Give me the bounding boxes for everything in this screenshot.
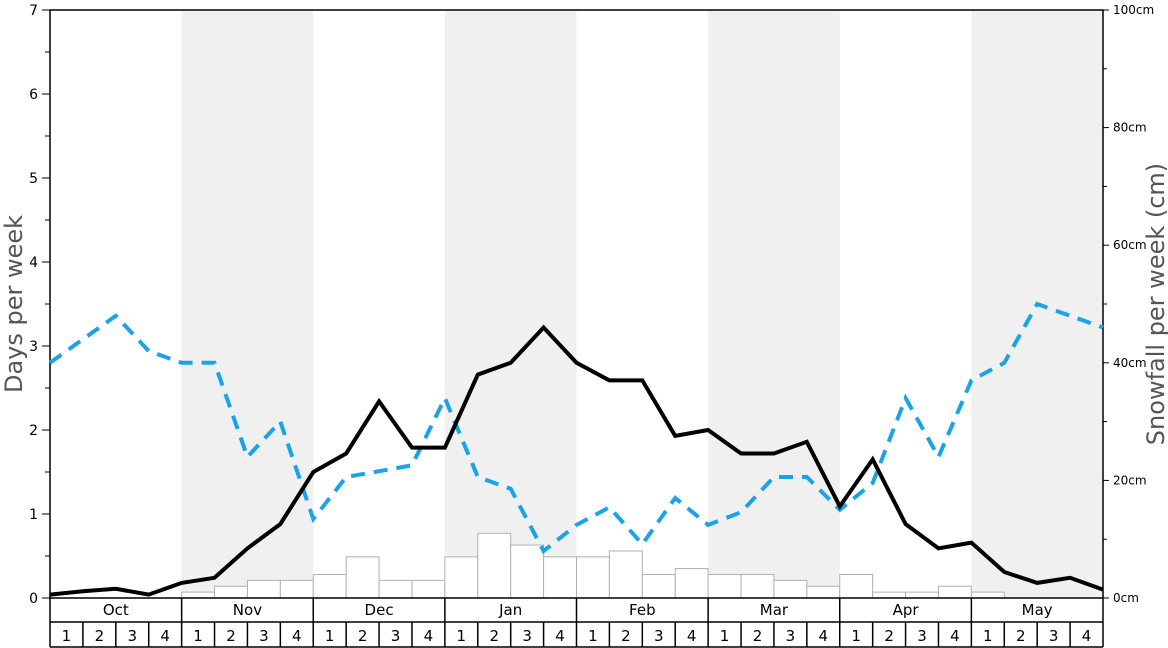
- week-label: 1: [457, 627, 467, 645]
- snowfall-bar: [773, 579, 808, 599]
- week-label: 4: [950, 627, 960, 645]
- week-label: 1: [588, 627, 598, 645]
- snowfall-bar: [411, 579, 446, 599]
- right-tick-label: 20cm: [1113, 473, 1147, 487]
- left-tick-label: 4: [29, 255, 38, 271]
- week-label: 3: [522, 627, 532, 645]
- week-label: 2: [226, 627, 236, 645]
- week-label: 4: [292, 627, 302, 645]
- month-band: [181, 10, 314, 598]
- snowfall-bars: [181, 532, 1005, 599]
- week-label: 1: [720, 627, 730, 645]
- month-label: Nov: [233, 601, 262, 619]
- snowfall-bar: [839, 573, 874, 599]
- snowfall-bar: [872, 591, 907, 599]
- month-bands: [181, 10, 1103, 598]
- week-label: 1: [193, 627, 203, 645]
- snowfall-bar: [905, 591, 939, 599]
- left-tick-label: 1: [29, 507, 38, 523]
- x-axis: Oct Nov Dec Jan Feb Mar Apr May 1 2 3 4 1 2 3 4 1 2 3 4 1 2 3 4…: [49, 598, 1104, 648]
- week-label: 4: [819, 627, 829, 645]
- snowfall-bar: [477, 532, 512, 599]
- month-band: [444, 10, 577, 598]
- snowfall-bar: [181, 591, 216, 599]
- week-label: 2: [489, 627, 499, 645]
- week-label: 3: [259, 627, 269, 645]
- snowfall-bar: [510, 544, 545, 599]
- snowfall-bar: [641, 573, 676, 599]
- right-tick-label: 100cm: [1113, 3, 1154, 17]
- left-tick-label: 3: [29, 339, 38, 355]
- month-label: Jan: [498, 601, 522, 619]
- snowfall-bar: [444, 556, 479, 599]
- left-tick-label: 6: [29, 87, 38, 103]
- snowfall-bar: [576, 556, 610, 599]
- snowfall-bar: [214, 585, 248, 599]
- week-label: 3: [917, 627, 927, 645]
- snowfall-bar: [246, 579, 281, 599]
- week-label: 2: [1016, 627, 1026, 645]
- right-tick-label: 0cm: [1113, 591, 1139, 605]
- week-label: 2: [358, 627, 368, 645]
- week-label: 1: [62, 627, 72, 645]
- right-tick-label: 80cm: [1113, 121, 1147, 135]
- week-label: 2: [884, 627, 894, 645]
- snowfall-bar: [937, 585, 972, 599]
- week-label: 1: [325, 627, 335, 645]
- month-label: May: [1022, 601, 1053, 619]
- solid-series-line: [49, 324, 1104, 597]
- week-label: 3: [786, 627, 796, 645]
- snowfall-bar: [674, 568, 709, 599]
- snowfall-bar: [279, 579, 314, 599]
- week-label: 2: [95, 627, 105, 645]
- month-label: Apr: [893, 601, 920, 619]
- week-label: 4: [555, 627, 565, 645]
- week-label: 4: [1082, 627, 1092, 645]
- snowfall-bar: [345, 556, 380, 599]
- right-tick-label: 40cm: [1113, 356, 1147, 370]
- month-label: Dec: [365, 601, 394, 619]
- week-label: 3: [654, 627, 664, 645]
- week-label: 3: [1049, 627, 1059, 645]
- snowfall-bar: [970, 591, 1005, 599]
- month-band: [708, 10, 840, 598]
- snowfall-bar: [378, 579, 413, 599]
- left-tick-label: 2: [29, 423, 38, 439]
- left-tick-label: 0: [29, 591, 38, 607]
- month-label: Oct: [103, 601, 129, 619]
- week-label: 1: [983, 627, 993, 645]
- right-axis: 0cm 20cm 40cm 60cm 80cm 100cm: [1103, 3, 1154, 605]
- snowfall-bar: [740, 573, 775, 599]
- left-axis-title: Days per week: [0, 215, 28, 393]
- week-label: 2: [753, 627, 763, 645]
- month-label: Mar: [760, 601, 789, 619]
- right-tick-label: 60cm: [1113, 238, 1147, 252]
- week-label: 4: [160, 627, 170, 645]
- week-label: 3: [391, 627, 401, 645]
- week-label: 3: [127, 627, 137, 645]
- snowfall-bar: [806, 585, 841, 599]
- snowfall-bar: [707, 573, 742, 599]
- week-label: 1: [851, 627, 861, 645]
- snowfall-bar: [608, 550, 643, 599]
- dashed-series-line: [48, 301, 1104, 555]
- left-tick-label: 5: [29, 171, 38, 187]
- left-axis: 0 1 2 3 4 5 6 7: [29, 3, 50, 607]
- left-tick-label: 7: [29, 3, 38, 19]
- right-axis-title: Snowfall per week (cm): [1142, 163, 1168, 445]
- week-label: 4: [687, 627, 697, 645]
- snowfall-bar: [312, 573, 347, 599]
- month-label: Feb: [629, 601, 656, 619]
- week-label: 4: [424, 627, 434, 645]
- snowfall-bar: [543, 556, 577, 599]
- week-label: 2: [621, 627, 631, 645]
